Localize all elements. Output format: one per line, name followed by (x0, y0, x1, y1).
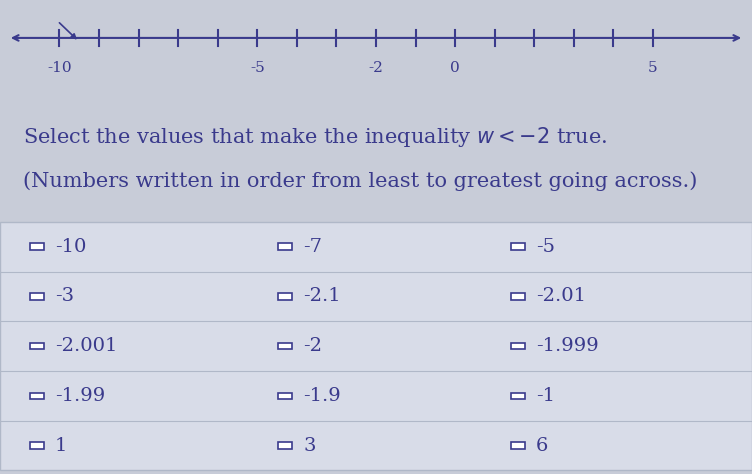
Text: -2.001: -2.001 (55, 337, 117, 355)
FancyBboxPatch shape (278, 244, 292, 250)
Text: -3: -3 (55, 287, 74, 305)
Text: 0: 0 (450, 61, 460, 75)
Text: -2: -2 (368, 61, 384, 75)
Text: -10: -10 (47, 61, 71, 75)
Text: (Numbers written in order from least to greatest going across.): (Numbers written in order from least to … (23, 172, 697, 191)
FancyBboxPatch shape (278, 442, 292, 449)
Text: Select the values that make the inequality $w < -2$ true.: Select the values that make the inequali… (23, 125, 607, 148)
FancyBboxPatch shape (30, 343, 44, 349)
FancyBboxPatch shape (278, 293, 292, 300)
Text: -2.1: -2.1 (303, 287, 341, 305)
Text: -1: -1 (536, 387, 555, 405)
FancyBboxPatch shape (30, 293, 44, 300)
FancyBboxPatch shape (511, 244, 525, 250)
Text: 5: 5 (648, 61, 658, 75)
Text: 6: 6 (536, 437, 548, 455)
Text: -7: -7 (303, 237, 322, 255)
Text: -2: -2 (303, 337, 322, 355)
FancyBboxPatch shape (511, 343, 525, 349)
Text: -5: -5 (536, 237, 555, 255)
FancyBboxPatch shape (278, 392, 292, 399)
FancyBboxPatch shape (30, 244, 44, 250)
FancyBboxPatch shape (511, 442, 525, 449)
FancyBboxPatch shape (511, 392, 525, 399)
FancyBboxPatch shape (30, 392, 44, 399)
Text: 3: 3 (303, 437, 316, 455)
Bar (0, 222, 752, 470)
Text: -2.01: -2.01 (536, 287, 586, 305)
FancyBboxPatch shape (511, 293, 525, 300)
FancyBboxPatch shape (30, 442, 44, 449)
Text: 1: 1 (55, 437, 67, 455)
Text: -1.999: -1.999 (536, 337, 599, 355)
Text: -10: -10 (55, 237, 86, 255)
Text: -5: -5 (250, 61, 265, 75)
FancyBboxPatch shape (278, 343, 292, 349)
Text: -1.9: -1.9 (303, 387, 341, 405)
Text: -1.99: -1.99 (55, 387, 105, 405)
